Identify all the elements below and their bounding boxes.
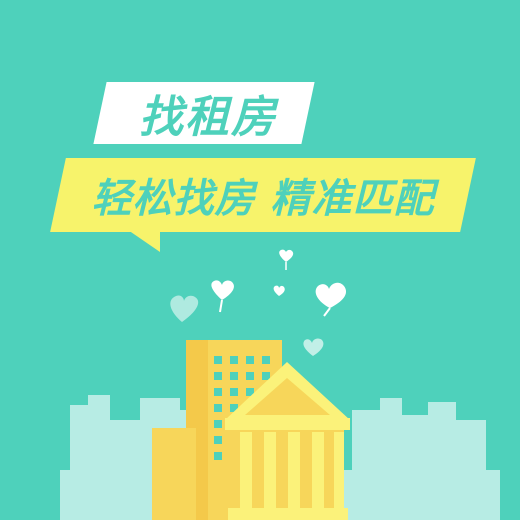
heart-icon: [170, 295, 199, 322]
heart-icon: [315, 282, 347, 317]
columned-building: [225, 362, 350, 520]
small-building: [152, 428, 196, 520]
banner-title: 找租房: [139, 92, 277, 143]
subtitle-bubble-tail: [128, 230, 160, 252]
banner-subtitle: 轻松找房 精准匹配: [91, 176, 435, 222]
heart-icon: [211, 280, 234, 313]
heart-icon: [273, 285, 285, 296]
heart-icon: [279, 249, 294, 270]
heart-icon: [303, 338, 324, 356]
